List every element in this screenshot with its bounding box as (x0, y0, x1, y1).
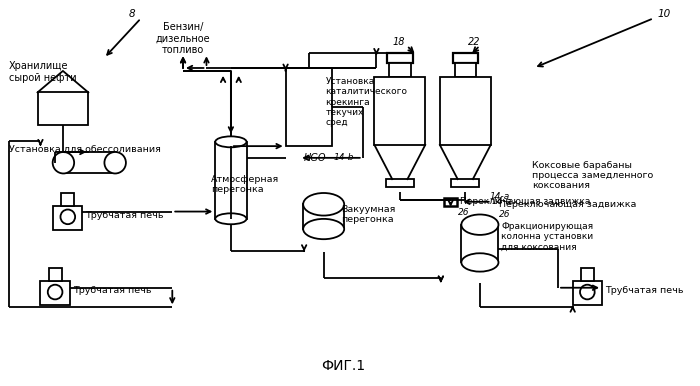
Text: Фракционирующая
колонна установки
для коксования: Фракционирующая колонна установки для ко… (501, 222, 594, 252)
Text: ФИГ.1: ФИГ.1 (321, 359, 365, 373)
Ellipse shape (580, 285, 595, 300)
Text: Хранилище
сырой нефти: Хранилище сырой нефти (9, 61, 77, 83)
Bar (374, 76, 425, 145)
Bar (444, 198, 458, 206)
Bar (41, 281, 70, 305)
Bar (48, 268, 62, 281)
Bar (581, 268, 594, 281)
Bar (216, 142, 246, 219)
Bar (38, 92, 88, 125)
Text: 14-b: 14-b (333, 153, 354, 163)
Bar (61, 193, 74, 206)
Bar (303, 204, 344, 229)
Bar (453, 53, 478, 63)
Text: Переключающая задвижка: Переключающая задвижка (499, 200, 637, 209)
Ellipse shape (303, 193, 344, 215)
Ellipse shape (461, 253, 498, 272)
Ellipse shape (303, 219, 344, 239)
Text: Установка
каталитического
крекинга
текучих
сред: Установка каталитического крекинга текуч… (326, 77, 407, 127)
Ellipse shape (216, 136, 246, 147)
Text: HGO: HGO (304, 153, 327, 163)
Ellipse shape (52, 152, 74, 173)
Bar (386, 179, 414, 187)
Bar (452, 179, 480, 187)
Ellipse shape (60, 210, 75, 224)
Bar (387, 53, 412, 63)
Bar (286, 68, 332, 146)
Ellipse shape (461, 215, 498, 235)
Bar (440, 76, 491, 145)
Bar (573, 281, 602, 305)
Text: Коксовые барабаны
процесса замедленного
коксования: Коксовые барабаны процесса замедленного … (532, 161, 653, 190)
Text: Установка для обессоливания: Установка для обессоливания (9, 144, 161, 154)
Text: Трубчатая печь: Трубчатая печь (85, 211, 164, 220)
Text: 14-a: 14-a (490, 192, 510, 201)
Text: 14-a: 14-a (491, 197, 512, 206)
Text: Трубчатая печь: Трубчатая печь (605, 286, 683, 295)
Text: 18: 18 (392, 37, 405, 47)
Text: Бензин/
дизельное
топливо: Бензин/ дизельное топливо (155, 22, 210, 55)
Ellipse shape (48, 285, 62, 300)
Text: Трубчатая печь: Трубчатая печь (73, 286, 151, 295)
Text: 22: 22 (468, 37, 481, 47)
Text: Атмосферная
перегонка: Атмосферная перегонка (211, 174, 279, 194)
Bar (454, 63, 476, 76)
Text: 26: 26 (499, 210, 511, 219)
Bar (53, 206, 83, 230)
Bar (389, 63, 410, 76)
Ellipse shape (104, 152, 126, 173)
Bar (461, 225, 498, 262)
Text: 8: 8 (128, 9, 135, 19)
Text: 10: 10 (658, 9, 671, 19)
Ellipse shape (216, 213, 246, 224)
Text: 26: 26 (458, 208, 470, 217)
Bar (64, 152, 116, 173)
Text: Вакуумная
перегонка: Вакуумная перегонка (341, 205, 395, 224)
Text: Переключающая задвижка: Переключающая задвижка (461, 197, 591, 206)
